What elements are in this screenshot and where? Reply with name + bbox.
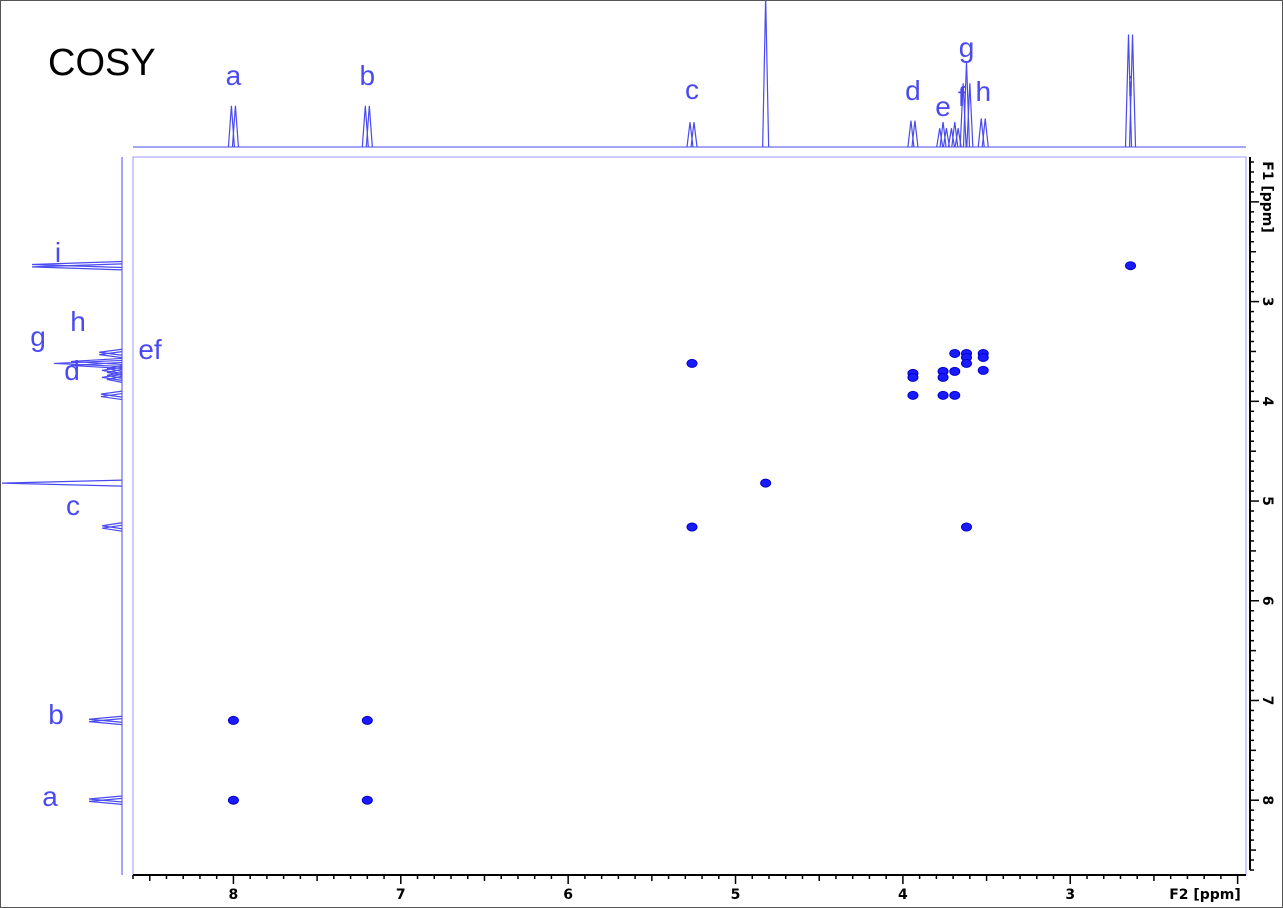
top-trace-peak [959,83,967,148]
axes-layer: 8 7 6 5 4 3 F2 [ppm] 3 4 5 6 7 8 F1 [ppm] [132,156,1275,903]
left-trace-peak [88,715,123,723]
top-peak-label: f [958,81,966,112]
top-peak-label: h [975,76,991,107]
cross-peak [949,390,961,400]
y-tick-label: 5 [1259,496,1275,506]
cross-peak [686,358,698,368]
y-tick-label: 4 [1259,396,1275,406]
x-tick-label: 3 [1065,887,1075,903]
side-peak-label: b [48,699,64,730]
cross-peak [960,358,972,368]
cross-peak [937,390,949,400]
y-tick-label: 6 [1259,596,1275,606]
left-trace-peak [99,348,123,356]
cross-peak [949,348,961,358]
top-trace-peak [762,0,770,148]
cross-peak [227,795,239,805]
cross-peak-layer [227,261,1137,805]
left-trace-peak [88,718,123,726]
top-peak-label: a [226,60,242,91]
top-trace-peak [907,120,915,148]
y-tick-label: 3 [1259,297,1275,307]
x-tick-label: 5 [731,887,741,903]
cross-peak [361,715,373,725]
x-tick-label: 8 [229,887,239,903]
top-trace-peak [942,128,951,148]
left-trace-peak [88,795,123,803]
top-trace-peak [966,83,974,148]
left-trace-peak [88,797,123,806]
y-axis-label: F1 [ppm] [1259,161,1275,233]
cross-peak [686,522,698,532]
side-peak-label: d [64,355,80,386]
x-tick-label: 4 [898,887,908,903]
y-tick-label: 7 [1259,696,1275,706]
plot-area [132,156,1247,876]
cross-peak [949,366,961,376]
top-trace-peak [936,128,944,148]
cross-peak [907,372,919,382]
left-trace-peak [101,373,123,381]
cross-peak [937,372,949,382]
top-trace-peak [361,105,369,148]
left-trace-peak [53,359,123,368]
side-peak-label: h [70,306,86,337]
left-1d-projection [1,157,123,875]
top-peak-label: c [685,74,699,105]
side-peak-label: ef [138,334,162,365]
cross-peak [227,715,239,725]
x-axis-label: F2 [ppm] [1169,887,1241,903]
left-trace-peak [102,524,123,532]
top-peak-label: b [360,60,376,91]
cross-peak [361,795,373,805]
side-peak-label: a [42,781,58,812]
y-tick-label: 8 [1259,795,1275,805]
cross-peak [907,390,919,400]
side-peak-label: i [55,237,61,268]
left-trace-peak [102,522,123,530]
left-trace-peak [99,351,123,359]
cross-peak [760,478,772,488]
top-peak-label: g [959,32,975,63]
chart-title: COSY [48,42,156,84]
x-tick-label: 7 [396,887,406,903]
left-trace-peak [100,390,123,398]
top-peak-label: i [1127,71,1133,102]
left-trace-peak [106,375,123,383]
cross-peak [977,352,989,362]
top-trace-peak [227,105,236,148]
cross-peak [977,365,989,375]
cross-peak [1125,261,1137,271]
top-peak-label: d [905,75,921,106]
x-tick-label: 6 [563,887,573,903]
top-peak-label: e [935,91,951,122]
top-trace-peak [686,122,694,148]
side-peak-label: c [66,490,80,521]
left-trace-peak [70,361,123,370]
top-trace-peak [977,118,985,148]
side-peak-label: g [30,321,46,352]
left-trace-peak [31,263,123,271]
left-trace-peak [100,392,123,401]
left-trace-peak [106,368,123,376]
left-trace-peak [31,260,123,269]
top-trace-peak [947,128,956,148]
left-trace-peak [1,479,123,487]
top-trace-peak [1124,34,1133,148]
top-1d-projection [133,0,1246,148]
cross-peak [960,522,972,532]
